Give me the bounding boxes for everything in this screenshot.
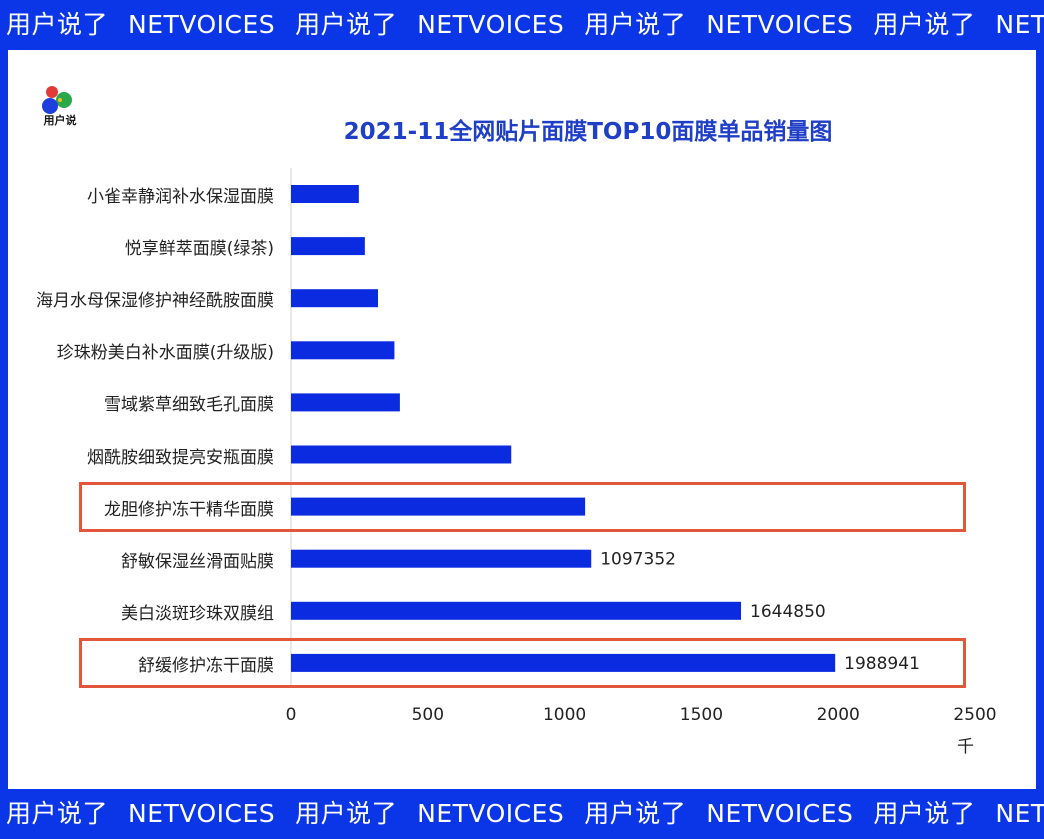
bar (291, 237, 365, 256)
data-label: 1644850 (750, 602, 826, 622)
x-tick-label: 1500 (680, 705, 723, 725)
banner-text: 用户说了 (295, 799, 398, 828)
category-label: 悦享鲜萃面膜(绿茶) (124, 239, 274, 260)
category-label: 珍珠粉美白补水面膜(升级版) (56, 343, 274, 364)
x-tick-label: 0 (286, 705, 297, 725)
highlight-box (79, 481, 966, 532)
highlight-box (79, 637, 966, 688)
banner-text: NETVOICES (417, 10, 565, 39)
banner-text: NETVOICES (128, 10, 276, 39)
banner-text: NETVOICES (995, 799, 1044, 828)
bar (291, 185, 359, 203)
top-banner: 用户说了 NETVOICES 用户说了 NETVOICES 用户说了 NETVOICES 用… (0, 0, 1044, 50)
banner-text: NETVOICES (417, 799, 565, 828)
data-label: 1988941 (844, 654, 920, 674)
banner-text: 用户说了 (873, 799, 976, 828)
banner-text: 用户说了 (584, 10, 687, 39)
bar (291, 601, 742, 620)
banner-text: NETVOICES (128, 799, 276, 828)
category-label: 舒敏保湿丝滑面贴膜 (121, 551, 274, 572)
bar (291, 549, 592, 568)
bar (291, 497, 586, 516)
bar (291, 445, 512, 464)
category-label: 雪域紫草细致毛孔面膜 (104, 395, 274, 416)
category-label: 海月水母保湿修护神经酰胺面膜 (36, 291, 274, 312)
banner-text: 用户说了 (873, 10, 976, 39)
x-tick-label: 1000 (543, 705, 586, 725)
bar (291, 653, 836, 672)
logo-text: 用户说 (43, 114, 77, 127)
category-label: 舒缓修护冻干面膜 (138, 655, 274, 676)
category-label: 美白淡斑珍珠双膜组 (121, 603, 274, 624)
x-tick-label: 500 (412, 705, 444, 725)
category-label: 烟酰胺细致提亮安瓶面膜 (87, 447, 274, 468)
x-tick-label: 2000 (817, 705, 860, 725)
logo-icon (42, 86, 72, 114)
bar (291, 393, 400, 412)
x-tick-label: 2500 (953, 705, 996, 725)
banner-text: 用户说了 (6, 799, 109, 828)
banner-text: 用户说了 (584, 799, 687, 828)
banner-text: NETVOICES (706, 10, 854, 39)
chart-title: 2021-11全网贴片面膜TOP10面膜单品销量图 (343, 119, 833, 145)
category-label: 小雀幸静润补水保湿面膜 (87, 187, 274, 207)
bottom-banner: 用户说了 NETVOICES 用户说了 NETVOICES 用户说了 NETVOICES 用… (0, 789, 1044, 839)
banner-text: 用户说了 (295, 10, 398, 39)
banner-text: NETVOICES (706, 799, 854, 828)
x-axis-unit: 千 (957, 737, 974, 757)
bar (291, 289, 379, 308)
banner-text: 用户说了 (6, 10, 109, 39)
bar (291, 341, 395, 360)
banner-text: NETVOICES (995, 10, 1044, 39)
data-label: 1097352 (600, 550, 676, 570)
category-label: 龙胆修护冻干精华面膜 (104, 499, 274, 520)
